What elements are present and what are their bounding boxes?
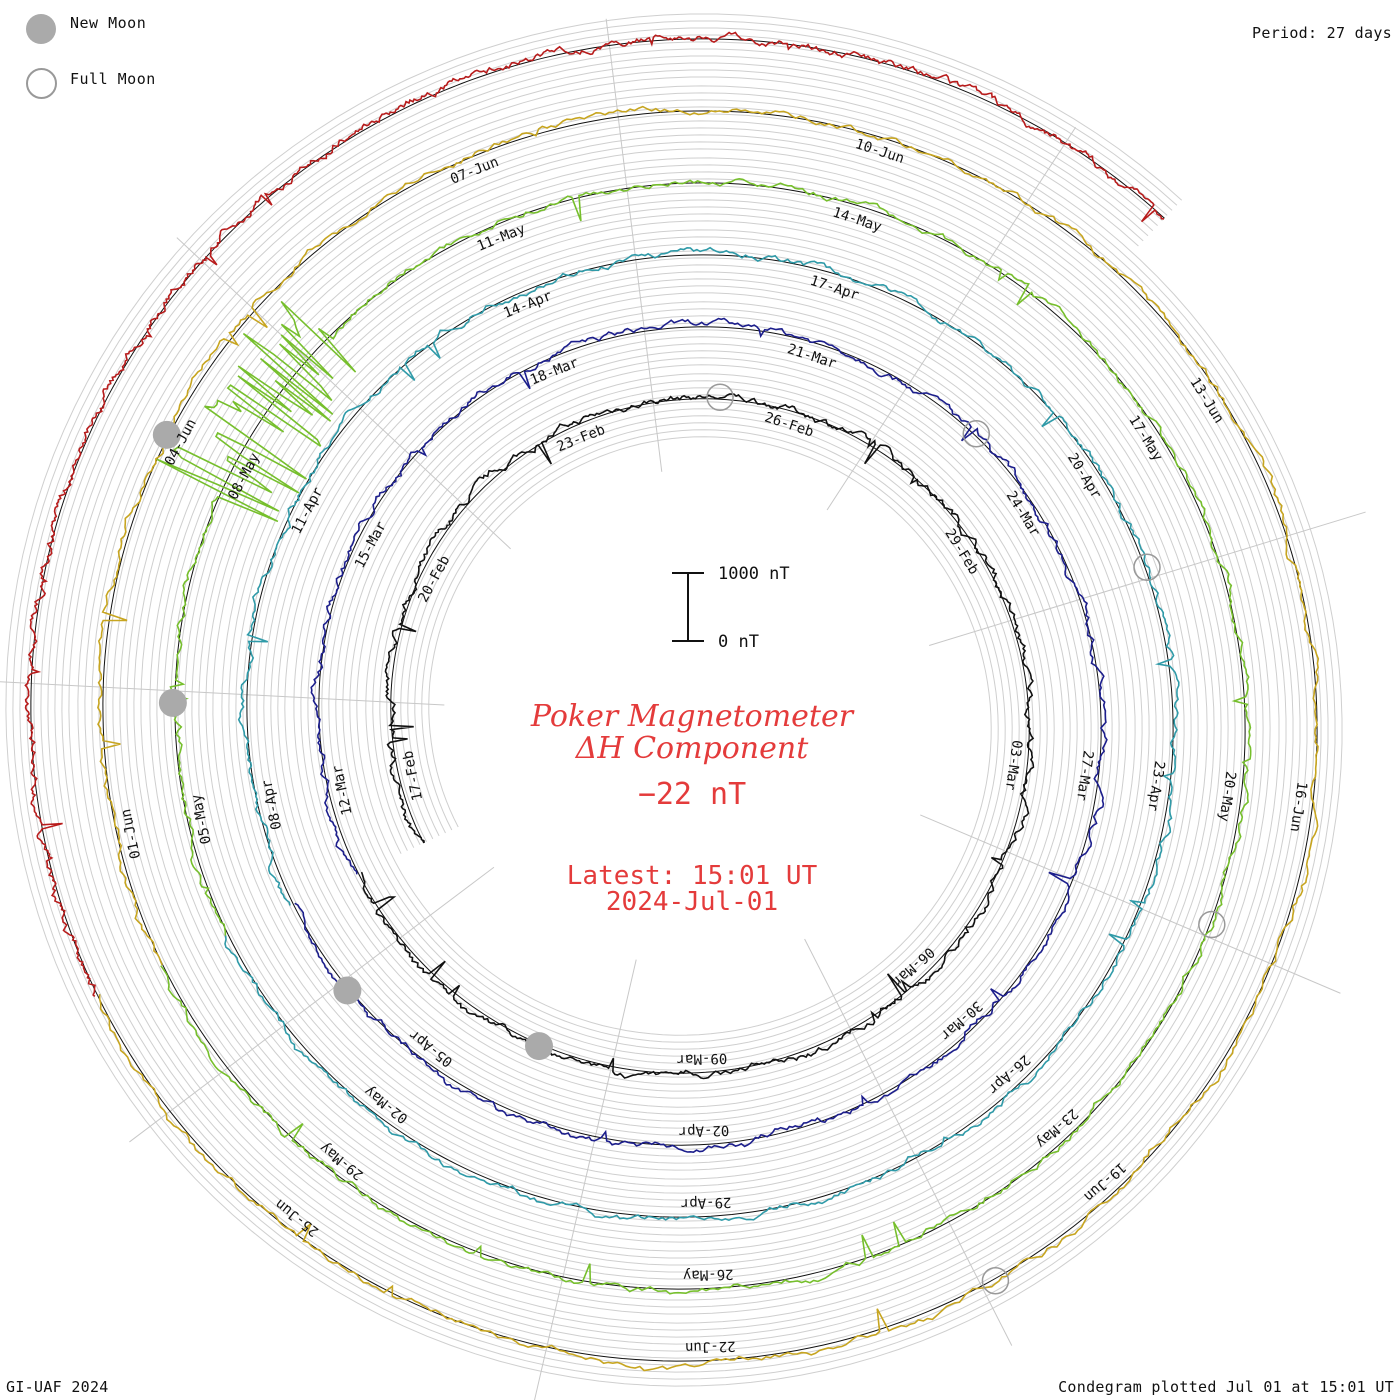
baseline-cycle-2 bbox=[292, 326, 1102, 1146]
spokes bbox=[0, 18, 1366, 1400]
new-moon-marker bbox=[525, 1032, 554, 1061]
tick-label: 01-Jun bbox=[118, 807, 144, 860]
period-label: Period: 27 days bbox=[1252, 24, 1392, 42]
tick-label: 02-Apr bbox=[679, 1122, 730, 1139]
tick-label: 27-Mar bbox=[1073, 749, 1096, 801]
tick-label: 03-Mar bbox=[1002, 739, 1025, 791]
tick-label: 30-Mar bbox=[937, 997, 985, 1043]
legend: New Moon Full Moon bbox=[24, 10, 224, 110]
grid-band bbox=[68, 76, 1280, 1324]
spoke bbox=[534, 959, 637, 1400]
grid-band bbox=[19, 27, 1329, 1373]
trace-cycle-6 bbox=[24, 31, 1165, 998]
tick-label: 06-Mar bbox=[889, 944, 937, 990]
spoke bbox=[0, 681, 445, 706]
new-moon-marker bbox=[333, 976, 362, 1005]
spoke bbox=[804, 938, 1013, 1346]
spoke bbox=[920, 814, 1341, 994]
scale-top-label: 1000 nT bbox=[718, 564, 790, 584]
trace-cycle-5 bbox=[97, 105, 1320, 1372]
grid bbox=[5, 13, 1343, 1387]
tick-label: 20-May bbox=[1215, 770, 1238, 822]
spoke bbox=[129, 866, 495, 1143]
current-value: −22 nT bbox=[638, 777, 746, 812]
trace-cycle-2 bbox=[294, 317, 1108, 1154]
new-moon-marker bbox=[152, 420, 181, 449]
tick-label: 29-Apr bbox=[681, 1194, 732, 1211]
tick-label: 22-Jun bbox=[685, 1338, 736, 1355]
baseline-cycle-6 bbox=[30, 38, 1165, 996]
grid-band bbox=[12, 20, 1336, 1380]
trace-cycle-4 bbox=[156, 177, 1252, 1295]
trace-cycle-3 bbox=[224, 246, 1180, 1222]
scale-bottom-label: 0 nT bbox=[718, 632, 759, 652]
grid-band bbox=[54, 62, 1294, 1338]
tick-label: 16-Jun bbox=[1287, 781, 1310, 833]
tick-label: 26-Apr bbox=[985, 1051, 1033, 1097]
grid-band bbox=[61, 69, 1287, 1331]
grid-band bbox=[5, 13, 1343, 1387]
traces bbox=[24, 31, 1320, 1372]
grid-band bbox=[47, 55, 1301, 1345]
full-moon-label: Full Moon bbox=[70, 70, 156, 88]
tick-label: 15-Mar bbox=[352, 519, 390, 571]
full-moon-marker bbox=[706, 383, 734, 411]
full-moon-marker bbox=[962, 419, 991, 448]
baseline-cycle-4 bbox=[162, 182, 1246, 1290]
spoke bbox=[605, 18, 663, 472]
trace-cycle-1 bbox=[360, 393, 1035, 1080]
scale-bar: 1000 nT 0 nT bbox=[672, 564, 790, 652]
baseline-cycle-5 bbox=[97, 110, 1318, 1362]
tick-label: 11-Apr bbox=[289, 485, 327, 537]
plotted-time-label: Condegram plotted Jul 01 at 15:01 UT bbox=[1058, 1378, 1394, 1396]
spoke bbox=[176, 237, 511, 550]
full-moon-marker bbox=[1198, 910, 1226, 939]
new-moon-label: New Moon bbox=[70, 14, 147, 32]
tick-label: 09-Mar bbox=[676, 1050, 727, 1067]
chart-subtitle: ΔH Component bbox=[575, 731, 809, 766]
spoke bbox=[929, 511, 1366, 646]
full-moon-marker bbox=[1133, 553, 1161, 581]
new-moon-icon bbox=[26, 14, 56, 44]
latest-time: Latest: 15:01 UT bbox=[567, 861, 818, 891]
spoke bbox=[826, 126, 1077, 511]
chart-title: Poker Magnetometer bbox=[530, 699, 855, 734]
full-moon-marker bbox=[981, 1266, 1010, 1295]
tick-label: 26-May bbox=[683, 1266, 734, 1283]
moon-markers bbox=[152, 383, 1226, 1295]
grid-band bbox=[40, 48, 1308, 1352]
grid-band bbox=[33, 41, 1315, 1359]
full-moon-icon bbox=[26, 68, 57, 99]
credit-label: GI-UAF 2024 bbox=[6, 1378, 109, 1396]
tick-label: 23-Apr bbox=[1144, 760, 1167, 812]
tick-label: 19-Jun bbox=[1080, 1159, 1128, 1205]
new-moon-marker bbox=[158, 688, 187, 717]
tick-label: 23-May bbox=[1033, 1105, 1081, 1151]
latest-date: 2024-Jul-01 bbox=[606, 887, 778, 917]
tick-label: 17-May bbox=[1125, 413, 1165, 464]
